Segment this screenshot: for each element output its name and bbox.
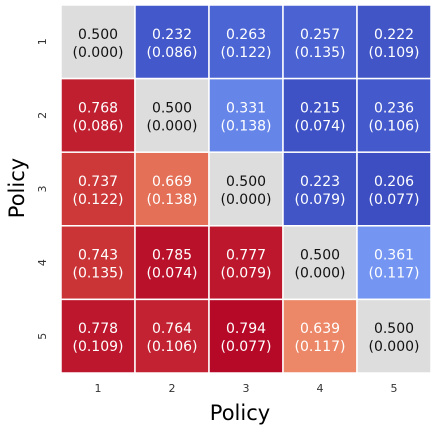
cell-value-r5-c5: 0.500 (374, 321, 414, 337)
cell-std-r1-c4: (0.135) (294, 45, 345, 61)
cell-value-r5-c1: 0.778 (78, 321, 118, 337)
cell-value-r5-c3: 0.794 (226, 321, 266, 337)
cell-value-r3-c1: 0.737 (78, 174, 118, 190)
y-tick-label-3: 3 (36, 186, 49, 193)
cell-std-r3-c4: (0.079) (294, 192, 345, 208)
cell-std-r2-c2: (0.000) (146, 118, 197, 134)
cell-std-r3-c3: (0.000) (220, 192, 271, 208)
cell-std-r5-c3: (0.077) (220, 339, 271, 355)
cell-std-r5-c4: (0.117) (294, 339, 345, 355)
heatmap-cell-r5-c2 (134, 298, 210, 374)
heatmap-cell-r2-c5 (356, 77, 431, 153)
cell-value-r4-c5: 0.361 (374, 248, 414, 264)
cell-value-r4-c1: 0.743 (78, 248, 118, 264)
cell-std-r1-c3: (0.122) (220, 45, 271, 61)
x-tick-labels: 1 2 3 4 5 (95, 382, 398, 395)
heatmap-cell-r5-c4 (282, 298, 358, 374)
cell-value-r5-c2: 0.764 (152, 321, 192, 337)
cell-value-r4-c2: 0.785 (152, 248, 192, 264)
cell-std-r2-c3: (0.138) (220, 118, 271, 134)
cell-value-r2-c2: 0.500 (152, 100, 192, 116)
heatmap-cell-r5-c5 (356, 298, 431, 374)
y-tick-labels: 1 2 3 4 5 (36, 38, 49, 339)
heatmap-cells: 0.500 (0.000) 0.232 (0.086) 0.263 (0.122) 0.25… (60, 4, 431, 374)
cell-value-r3-c2: 0.669 (152, 174, 192, 190)
heatmap-cell-r2-c2 (134, 77, 210, 153)
heatmap-cell-r1-c1 (60, 4, 136, 80)
cell-value-r4-c3: 0.777 (226, 248, 266, 264)
heatmap-cell-r1-c2 (134, 4, 210, 80)
cell-std-r5-c5: (0.000) (368, 339, 419, 355)
cell-std-r3-c2: (0.138) (146, 192, 197, 208)
heatmap-cell-r4-c5 (356, 225, 431, 301)
heatmap-cell-r3-c5 (356, 151, 431, 227)
y-axis-label: Policy (5, 158, 29, 218)
x-tick-label-1: 1 (95, 382, 102, 395)
cell-std-r2-c5: (0.106) (368, 118, 419, 134)
cell-value-r1-c1: 0.500 (78, 27, 118, 43)
x-axis-label: Policy (210, 401, 270, 425)
cell-value-r1-c3: 0.263 (226, 27, 266, 43)
y-tick-label-2: 2 (36, 112, 49, 119)
cell-std-r4-c2: (0.074) (146, 266, 197, 282)
x-tick-label-3: 3 (243, 382, 250, 395)
cell-value-r2-c3: 0.331 (226, 100, 266, 116)
cell-std-r5-c2: (0.106) (146, 339, 197, 355)
cell-value-r4-c4: 0.500 (300, 248, 340, 264)
x-tick-label-4: 4 (317, 382, 324, 395)
cell-value-r1-c4: 0.257 (300, 27, 340, 43)
cell-std-r3-c5: (0.077) (368, 192, 419, 208)
y-tick-label-4: 4 (36, 259, 49, 266)
heatmap-cell-r1-c3 (208, 4, 284, 80)
cell-std-r4-c1: (0.135) (72, 266, 123, 282)
heatmap-cell-r4-c4 (282, 225, 358, 301)
cell-std-r1-c5: (0.109) (368, 45, 419, 61)
y-tick-label-1: 1 (36, 38, 49, 45)
cell-value-r1-c2: 0.232 (152, 27, 192, 43)
cell-value-r3-c5: 0.206 (374, 174, 414, 190)
cell-value-r2-c1: 0.768 (78, 100, 118, 116)
heatmap-cell-r1-c5 (356, 4, 431, 80)
cell-value-r3-c3: 0.500 (226, 174, 266, 190)
cell-value-r2-c4: 0.215 (300, 100, 340, 116)
heatmap-cell-r3-c3 (208, 151, 284, 227)
cell-std-r2-c4: (0.074) (294, 118, 345, 134)
cell-std-r2-c1: (0.086) (72, 118, 123, 134)
cell-std-r5-c1: (0.109) (72, 339, 123, 355)
cell-std-r1-c2: (0.086) (146, 45, 197, 61)
heatmap-cell-r5-c3 (208, 298, 284, 374)
cell-value-r1-c5: 0.222 (374, 27, 414, 43)
cell-std-r4-c3: (0.079) (220, 266, 271, 282)
cell-value-r5-c4: 0.639 (300, 321, 340, 337)
cell-std-r4-c4: (0.000) (294, 266, 345, 282)
cell-value-r2-c5: 0.236 (374, 100, 414, 116)
x-tick-label-2: 2 (169, 382, 176, 395)
cell-std-r4-c5: (0.117) (368, 266, 419, 282)
cell-std-r3-c1: (0.122) (72, 192, 123, 208)
cell-std-r1-c1: (0.000) (72, 45, 123, 61)
x-tick-label-5: 5 (391, 382, 398, 395)
cell-value-r3-c4: 0.223 (300, 174, 340, 190)
y-tick-label-5: 5 (36, 333, 49, 340)
